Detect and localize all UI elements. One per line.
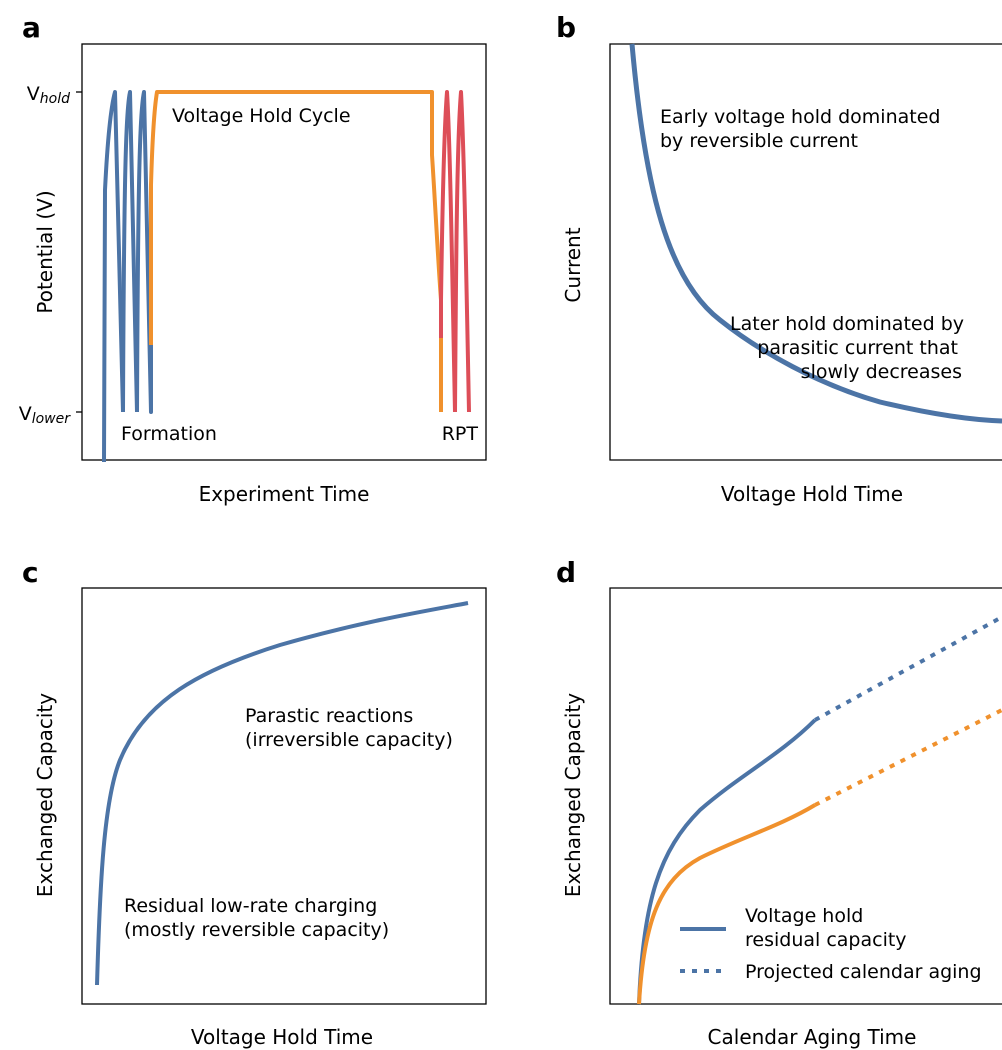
formation-curve-3 [135, 90, 153, 414]
panel-c: c Parastic reactions (irreversible capac… [22, 556, 487, 1049]
series-current [629, 43, 1002, 424]
formation-curve-2 [121, 90, 139, 413]
panel-d: d Voltage hold residual capacity Project… [556, 556, 1002, 1049]
panel-c-xlabel: Voltage Hold Time [191, 1025, 373, 1049]
panel-c-ylabel: Exchanged Capacity [33, 693, 57, 897]
panel-letter-b: b [556, 11, 576, 44]
panel-letter-c: c [22, 556, 39, 589]
panel-b-axes [609, 43, 1002, 461]
ytick-lower-label: Vlower [19, 403, 72, 427]
series-formation [102, 90, 153, 463]
annotation-later-line-2: parasitic current that [757, 337, 958, 359]
series-rpt [439, 90, 471, 413]
panel-a: a Vhold Vlower Voltage Hold Cycle Format… [19, 11, 487, 506]
annotation-early-line-2: by reversible current [660, 130, 858, 152]
panel-d-axes [609, 587, 1002, 1005]
legend-dotted-label: Projected calendar aging [745, 961, 982, 983]
series-blue-solid [637, 718, 817, 1005]
annotation-residual-line-1: Residual low-rate charging [124, 895, 377, 917]
annotation-parasitic-line-2: (irreversible capacity) [245, 729, 453, 751]
panel-d-ylabel: Exchanged Capacity [561, 693, 585, 897]
series-orange-projection [814, 708, 1002, 807]
series-blue-projection [814, 615, 1002, 722]
annotation-early-line-1: Early voltage hold dominated [660, 106, 940, 128]
series-orange-solid [637, 803, 817, 1005]
panel-a-xlabel: Experiment Time [199, 482, 370, 506]
panel-b: b Early voltage hold dominated by revers… [556, 11, 1002, 506]
panel-d-xlabel: Calendar Aging Time [708, 1025, 917, 1049]
annotation-rpt: RPT [442, 423, 479, 445]
annotation-later-line-1: Later hold dominated by [730, 313, 964, 335]
annotation-voltage-hold-cycle: Voltage Hold Cycle [172, 105, 351, 127]
annotation-later-line-3: slowly decreases [801, 361, 962, 383]
annotation-parasitic-line-1: Parastic reactions [245, 705, 413, 727]
legend-solid-line-1: Voltage hold [745, 905, 863, 927]
legend-solid-line-2: residual capacity [745, 929, 907, 951]
panel-c-axes [81, 587, 487, 1005]
panel-b-xlabel: Voltage Hold Time [721, 482, 903, 506]
panel-a-axes [81, 43, 487, 461]
panel-b-ylabel: Current [561, 227, 585, 302]
panel-letter-d: d [556, 556, 576, 589]
panel-letter-a: a [22, 11, 41, 44]
annotation-residual-line-2: (mostly reversible capacity) [124, 919, 389, 941]
rpt-curve-1 [439, 90, 457, 413]
series-voltage-hold-cycle [149, 90, 443, 412]
ytick-hold-label: Vhold [27, 83, 70, 107]
panel-a-ylabel: Potential (V) [33, 190, 57, 313]
annotation-formation: Formation [121, 423, 217, 445]
formation-curve-1 [102, 90, 125, 463]
rpt-curve-2 [453, 90, 471, 413]
series-exchanged-capacity [95, 601, 469, 986]
